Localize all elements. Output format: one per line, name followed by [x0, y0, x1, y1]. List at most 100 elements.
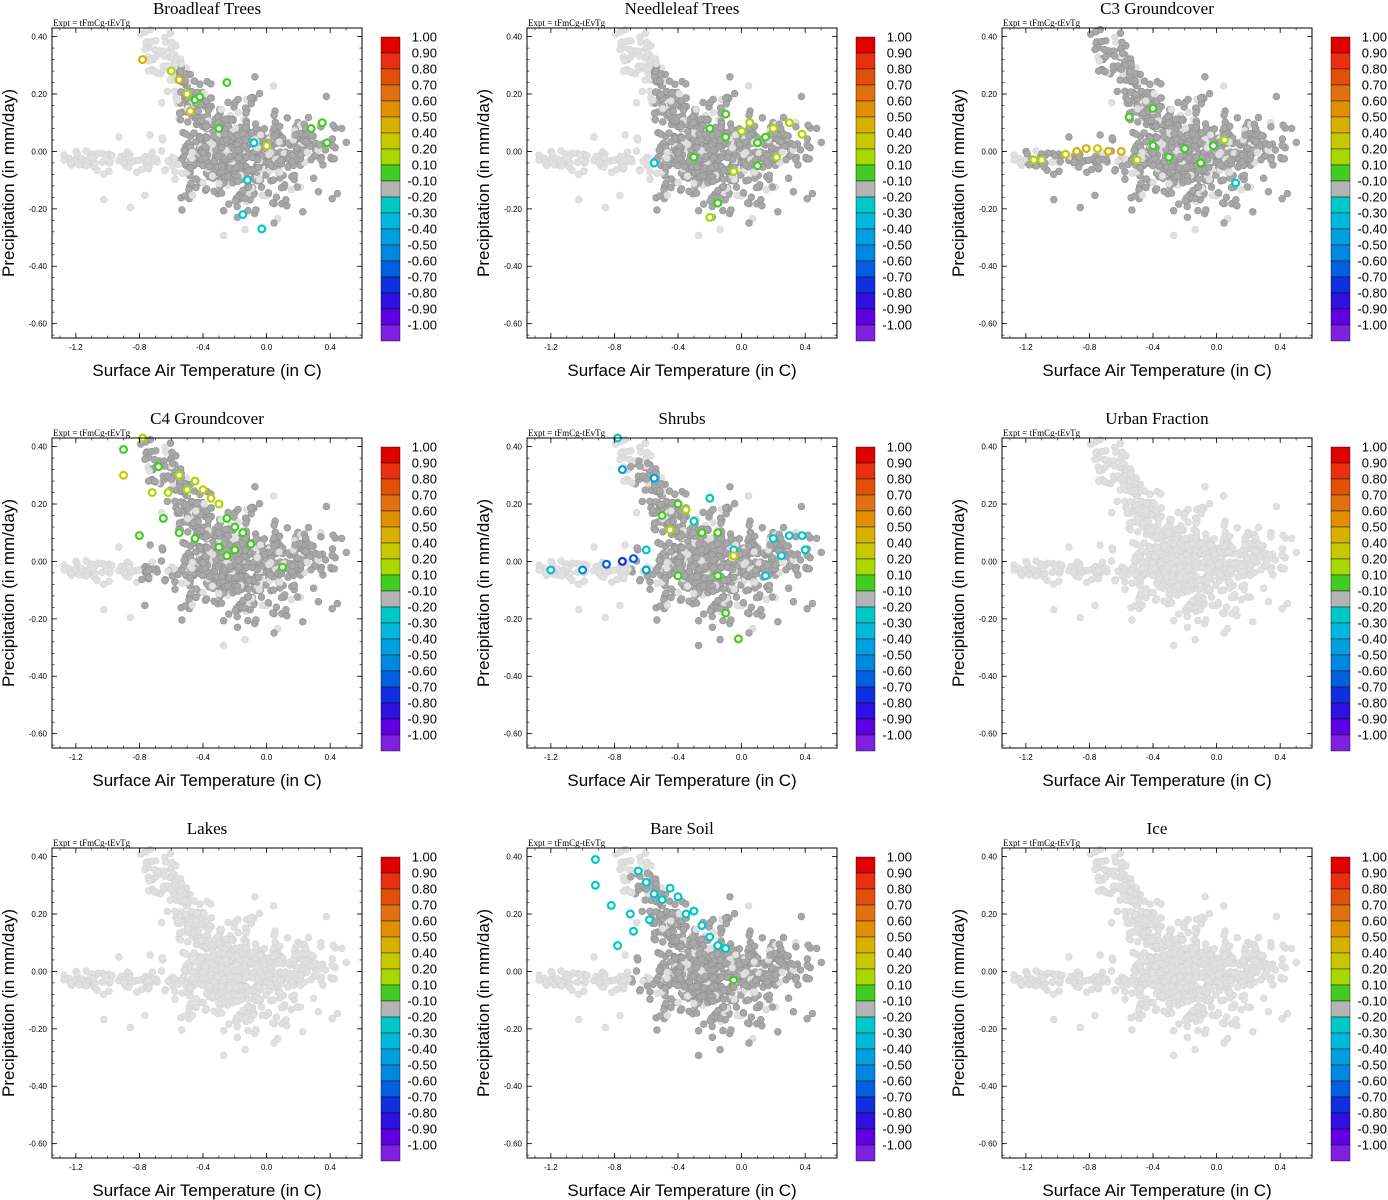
data-point: [225, 200, 233, 208]
data-point: [1184, 154, 1193, 162]
data-point: [745, 111, 753, 119]
data-point: [1216, 161, 1225, 169]
data-point: [727, 616, 735, 624]
plot-frame: [526, 27, 838, 339]
data-point: [1272, 92, 1281, 101]
data-point: [145, 573, 153, 582]
x-axis-label: Surface Air Temperature (in C): [92, 361, 321, 380]
data-point: [73, 559, 81, 568]
data-point: [234, 95, 242, 104]
data-point: [275, 548, 283, 556]
data-point: [774, 208, 782, 216]
data-point: [706, 534, 715, 542]
data-point: [727, 206, 735, 214]
data-point: [192, 593, 200, 602]
data-point: [162, 38, 170, 46]
colorbar-label: 0.50: [887, 110, 912, 125]
x-tick-label: -0.4: [196, 753, 210, 762]
data-point: [728, 144, 736, 152]
data-point: [210, 157, 219, 166]
data-point: [668, 89, 676, 97]
data-point: [701, 562, 709, 571]
data-point: [1131, 192, 1139, 200]
data-point: [674, 149, 682, 157]
data-point: [186, 574, 194, 582]
data-point: [264, 598, 273, 607]
colorbar-swatch: [380, 478, 401, 496]
data-point: [692, 105, 700, 114]
data-point: [168, 448, 176, 456]
data-point: [669, 107, 677, 116]
data-point: [1164, 119, 1173, 127]
data-point: [210, 567, 219, 576]
colorbar-swatch: [855, 324, 876, 342]
data-point: [721, 132, 731, 142]
colorbar-swatch: [380, 734, 401, 752]
colorbar-label: -0.10: [1357, 174, 1387, 189]
data-point: [101, 562, 109, 570]
point-cloud: [1010, 25, 1301, 240]
data-point: [681, 94, 690, 102]
plot-frame: [51, 27, 363, 339]
data-point: [674, 178, 682, 187]
colorbar-swatch: [1330, 196, 1351, 214]
colorbar-label: 0.80: [412, 472, 437, 487]
data-point: [1225, 122, 1234, 131]
data-point: [267, 161, 275, 169]
data-point: [158, 544, 166, 552]
data-point: [667, 548, 675, 556]
data-point: [135, 566, 143, 574]
data-point: [636, 167, 644, 175]
data-point: [242, 109, 250, 117]
data-point: [763, 151, 772, 160]
data-point: [1167, 189, 1176, 197]
data-point: [199, 149, 207, 157]
data-point: [1050, 195, 1058, 204]
colorbar-label: -0.40: [882, 222, 912, 237]
data-point: [632, 98, 641, 107]
colorbar-swatch: [1330, 260, 1351, 278]
data-point: [1259, 174, 1268, 182]
colorbar-swatch: [1330, 116, 1351, 134]
colorbar-label: 0.90: [1362, 46, 1387, 61]
data-point: [217, 143, 226, 152]
data-point: [181, 192, 189, 200]
data-point: [180, 146, 188, 155]
x-tick-label: -1.2: [69, 343, 83, 352]
data-point: [255, 89, 264, 98]
data-point: [1220, 219, 1228, 227]
colorbar-swatch: [1330, 84, 1351, 102]
data-point: [1258, 131, 1266, 140]
colorbar-swatch: [380, 180, 401, 198]
colorbar-swatch: [380, 116, 401, 134]
colorbar-label: -0.80: [407, 696, 437, 711]
data-point: [198, 485, 208, 495]
colorbar-label: -0.90: [407, 302, 437, 317]
data-point: [234, 177, 242, 185]
data-point: [790, 141, 798, 149]
data-point: [185, 106, 195, 116]
data-point: [817, 138, 825, 147]
colorbar-label: -0.80: [1357, 286, 1387, 301]
data-point: [689, 119, 698, 127]
data-point: [255, 175, 263, 184]
data-point: [269, 82, 278, 90]
x-axis-label: Surface Air Temperature (in C): [1042, 361, 1271, 380]
data-point: [672, 116, 681, 125]
data-point: [729, 167, 739, 177]
colorbar-label: -0.30: [1357, 206, 1387, 221]
data-point: [152, 52, 160, 61]
data-point: [723, 153, 731, 162]
data-point: [1181, 197, 1190, 205]
colorbar-swatch: [1330, 324, 1351, 342]
data-point: [214, 542, 224, 552]
data-point: [678, 134, 686, 142]
data-point: [803, 195, 811, 203]
data-point: [203, 544, 211, 552]
data-point: [276, 532, 284, 540]
data-point: [234, 505, 242, 514]
data-point: [1152, 122, 1160, 131]
data-point: [763, 158, 771, 166]
colorbar-label: 0.40: [412, 126, 437, 141]
data-point: [623, 148, 632, 156]
